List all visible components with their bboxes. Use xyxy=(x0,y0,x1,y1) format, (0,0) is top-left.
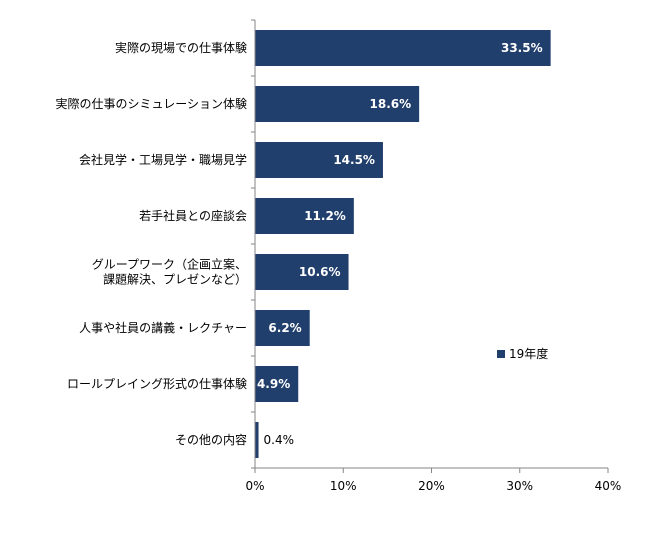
data-label: 4.9% xyxy=(257,377,290,391)
labels-group: 33.5% 実際の現場での仕事体験 18.6% 実際の仕事のシミュレーション体験 14.… xyxy=(55,40,542,447)
x-tick-label: 40% xyxy=(595,479,622,493)
data-label: 18.6% xyxy=(370,97,412,111)
legend: 19年度 xyxy=(497,346,548,361)
data-label: 6.2% xyxy=(268,321,301,335)
category-label: その他の内容 xyxy=(175,432,247,447)
legend-label: 19年度 xyxy=(509,346,548,361)
data-label: 10.6% xyxy=(299,265,341,279)
bar xyxy=(255,30,551,66)
category-label: グループワーク（企画立案、課題解決、プレゼンなど） xyxy=(92,257,247,287)
bar xyxy=(255,310,310,346)
axes-group: 0% 10% 20% 30% 40% xyxy=(245,19,622,493)
bars-group xyxy=(255,30,551,458)
x-tick-label: 20% xyxy=(418,479,445,493)
category-label: 人事や社員の講義・レクチャー xyxy=(79,320,247,335)
bar xyxy=(255,198,354,234)
data-label: 0.4% xyxy=(264,433,295,447)
category-label: ロールプレイング形式の仕事体験 xyxy=(67,376,247,391)
data-label: 14.5% xyxy=(333,153,375,167)
x-tick-label: 10% xyxy=(330,479,357,493)
category-label: 実際の仕事のシミュレーション体験 xyxy=(55,96,247,111)
category-label: 実際の現場での仕事体験 xyxy=(115,40,247,55)
data-label: 11.2% xyxy=(304,209,346,223)
legend-swatch xyxy=(497,350,505,358)
category-label: 会社見学・工場見学・職場見学 xyxy=(79,152,247,167)
bar xyxy=(255,254,349,290)
data-label: 33.5% xyxy=(501,41,543,55)
bar xyxy=(255,86,420,122)
bar xyxy=(255,142,383,178)
bar xyxy=(255,366,299,402)
x-tick-label: 30% xyxy=(506,479,533,493)
category-label: 若手社員との座談会 xyxy=(139,208,247,223)
x-tick-label: 0% xyxy=(245,479,264,493)
bar xyxy=(255,422,259,458)
